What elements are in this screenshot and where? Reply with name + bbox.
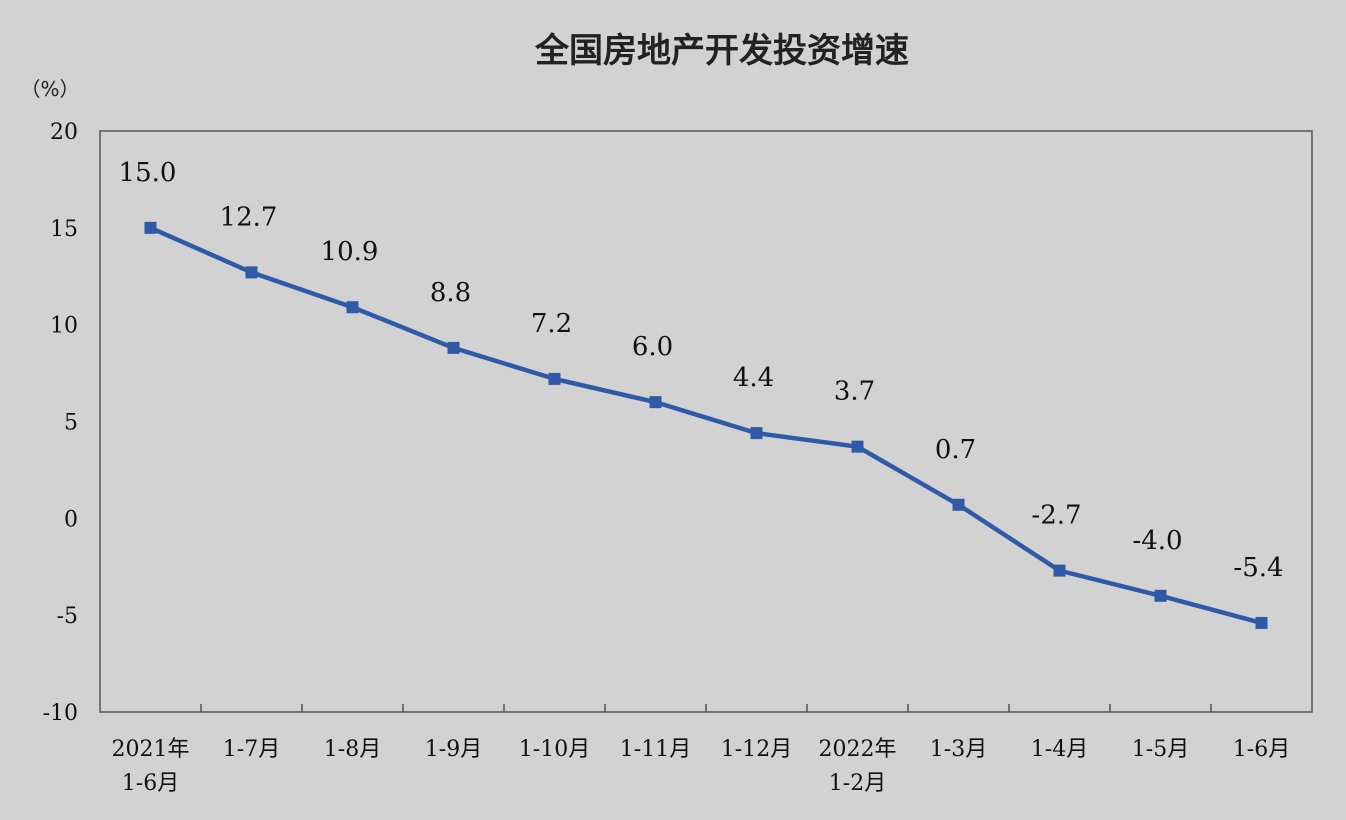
data-point-marker <box>851 440 864 453</box>
data-point-marker <box>750 427 763 440</box>
y-axis-ticks: 20 15 10 5 0 -5 -10 <box>43 120 78 726</box>
data-label: 3.7 <box>834 377 875 407</box>
x-tick-label: 1-12月 <box>721 737 792 762</box>
data-point-marker <box>447 341 460 354</box>
chart-title: 全国房地产开发投资增速 <box>534 31 909 71</box>
x-tick-label: 1-7月 <box>223 737 280 762</box>
data-point-marker <box>952 498 965 511</box>
data-label: -2.7 <box>1031 501 1081 531</box>
data-point-marker <box>1154 589 1167 602</box>
x-tick-label: 1-10月 <box>519 737 590 762</box>
data-point-marker <box>1053 564 1066 577</box>
y-tick-label: 20 <box>50 120 78 145</box>
data-label: -4.0 <box>1132 526 1182 556</box>
x-tick-label: 1-6月 <box>122 771 179 796</box>
data-label: 7.2 <box>531 309 572 339</box>
data-point-marker <box>346 301 359 314</box>
data-point-marker <box>245 266 258 279</box>
data-point-marker <box>1255 616 1268 629</box>
data-point-marker <box>548 372 561 385</box>
data-point-marker <box>649 396 662 409</box>
y-tick-label: 10 <box>50 314 78 339</box>
x-tick-label: 1-3月 <box>930 737 987 762</box>
x-tick-label: 2022年 <box>819 737 897 762</box>
data-label: 10.9 <box>321 237 379 267</box>
data-label: -5.4 <box>1233 553 1283 583</box>
x-tick-label: 1-9月 <box>425 737 482 762</box>
plot-frame <box>99 130 1313 713</box>
x-tick-label: 2021年 <box>112 737 190 762</box>
y-tick-label: -10 <box>43 701 78 726</box>
x-tick-label: 1-4月 <box>1031 737 1088 762</box>
y-tick-label: 5 <box>64 411 78 436</box>
series-line <box>149 225 1263 626</box>
y-unit-label: （%） <box>20 77 79 101</box>
x-axis-ticks: 2021年 1-6月 1-7月 1-8月 1-9月 1-10月 1-11月 1-12月 2022… <box>112 704 1290 796</box>
x-tick-label: 1-11月 <box>620 737 691 762</box>
y-tick-label: 0 <box>64 507 78 532</box>
x-tick-label: 1-6月 <box>1233 737 1290 762</box>
data-label: 6.0 <box>632 332 673 362</box>
x-tick-label: 1-5月 <box>1132 737 1189 762</box>
data-label: 12.7 <box>220 202 278 232</box>
data-label: 4.4 <box>733 363 774 393</box>
data-label: 0.7 <box>935 435 976 465</box>
series-line-group <box>144 221 1268 629</box>
x-tick-label: 1-8月 <box>324 737 381 762</box>
y-tick-label: 15 <box>50 217 78 242</box>
data-label: 8.8 <box>430 278 471 308</box>
data-labels: 15.0 12.7 10.9 8.8 7.2 6.0 4.4 3.7 0.7 -2.7 -4.0 -5… <box>119 158 1284 583</box>
y-tick-label: -5 <box>57 604 78 629</box>
x-tick-label: 1-2月 <box>829 771 886 796</box>
data-point-marker <box>144 221 157 234</box>
data-label: 15.0 <box>119 158 177 188</box>
